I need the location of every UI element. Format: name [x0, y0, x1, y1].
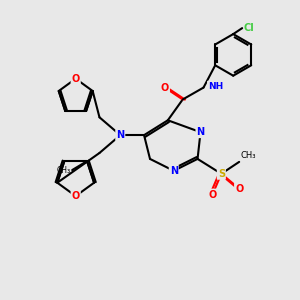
Text: CH₃: CH₃	[57, 166, 71, 175]
Text: O: O	[235, 184, 243, 194]
Text: N: N	[196, 127, 205, 137]
Text: N: N	[116, 130, 124, 140]
Text: O: O	[208, 190, 217, 200]
Text: Cl: Cl	[244, 23, 254, 33]
Text: O: O	[72, 74, 80, 84]
Text: CH₃: CH₃	[241, 152, 256, 160]
Text: N: N	[170, 166, 178, 176]
Text: NH: NH	[208, 82, 223, 91]
Text: O: O	[72, 191, 80, 201]
Text: S: S	[218, 169, 225, 179]
Text: O: O	[161, 82, 169, 93]
